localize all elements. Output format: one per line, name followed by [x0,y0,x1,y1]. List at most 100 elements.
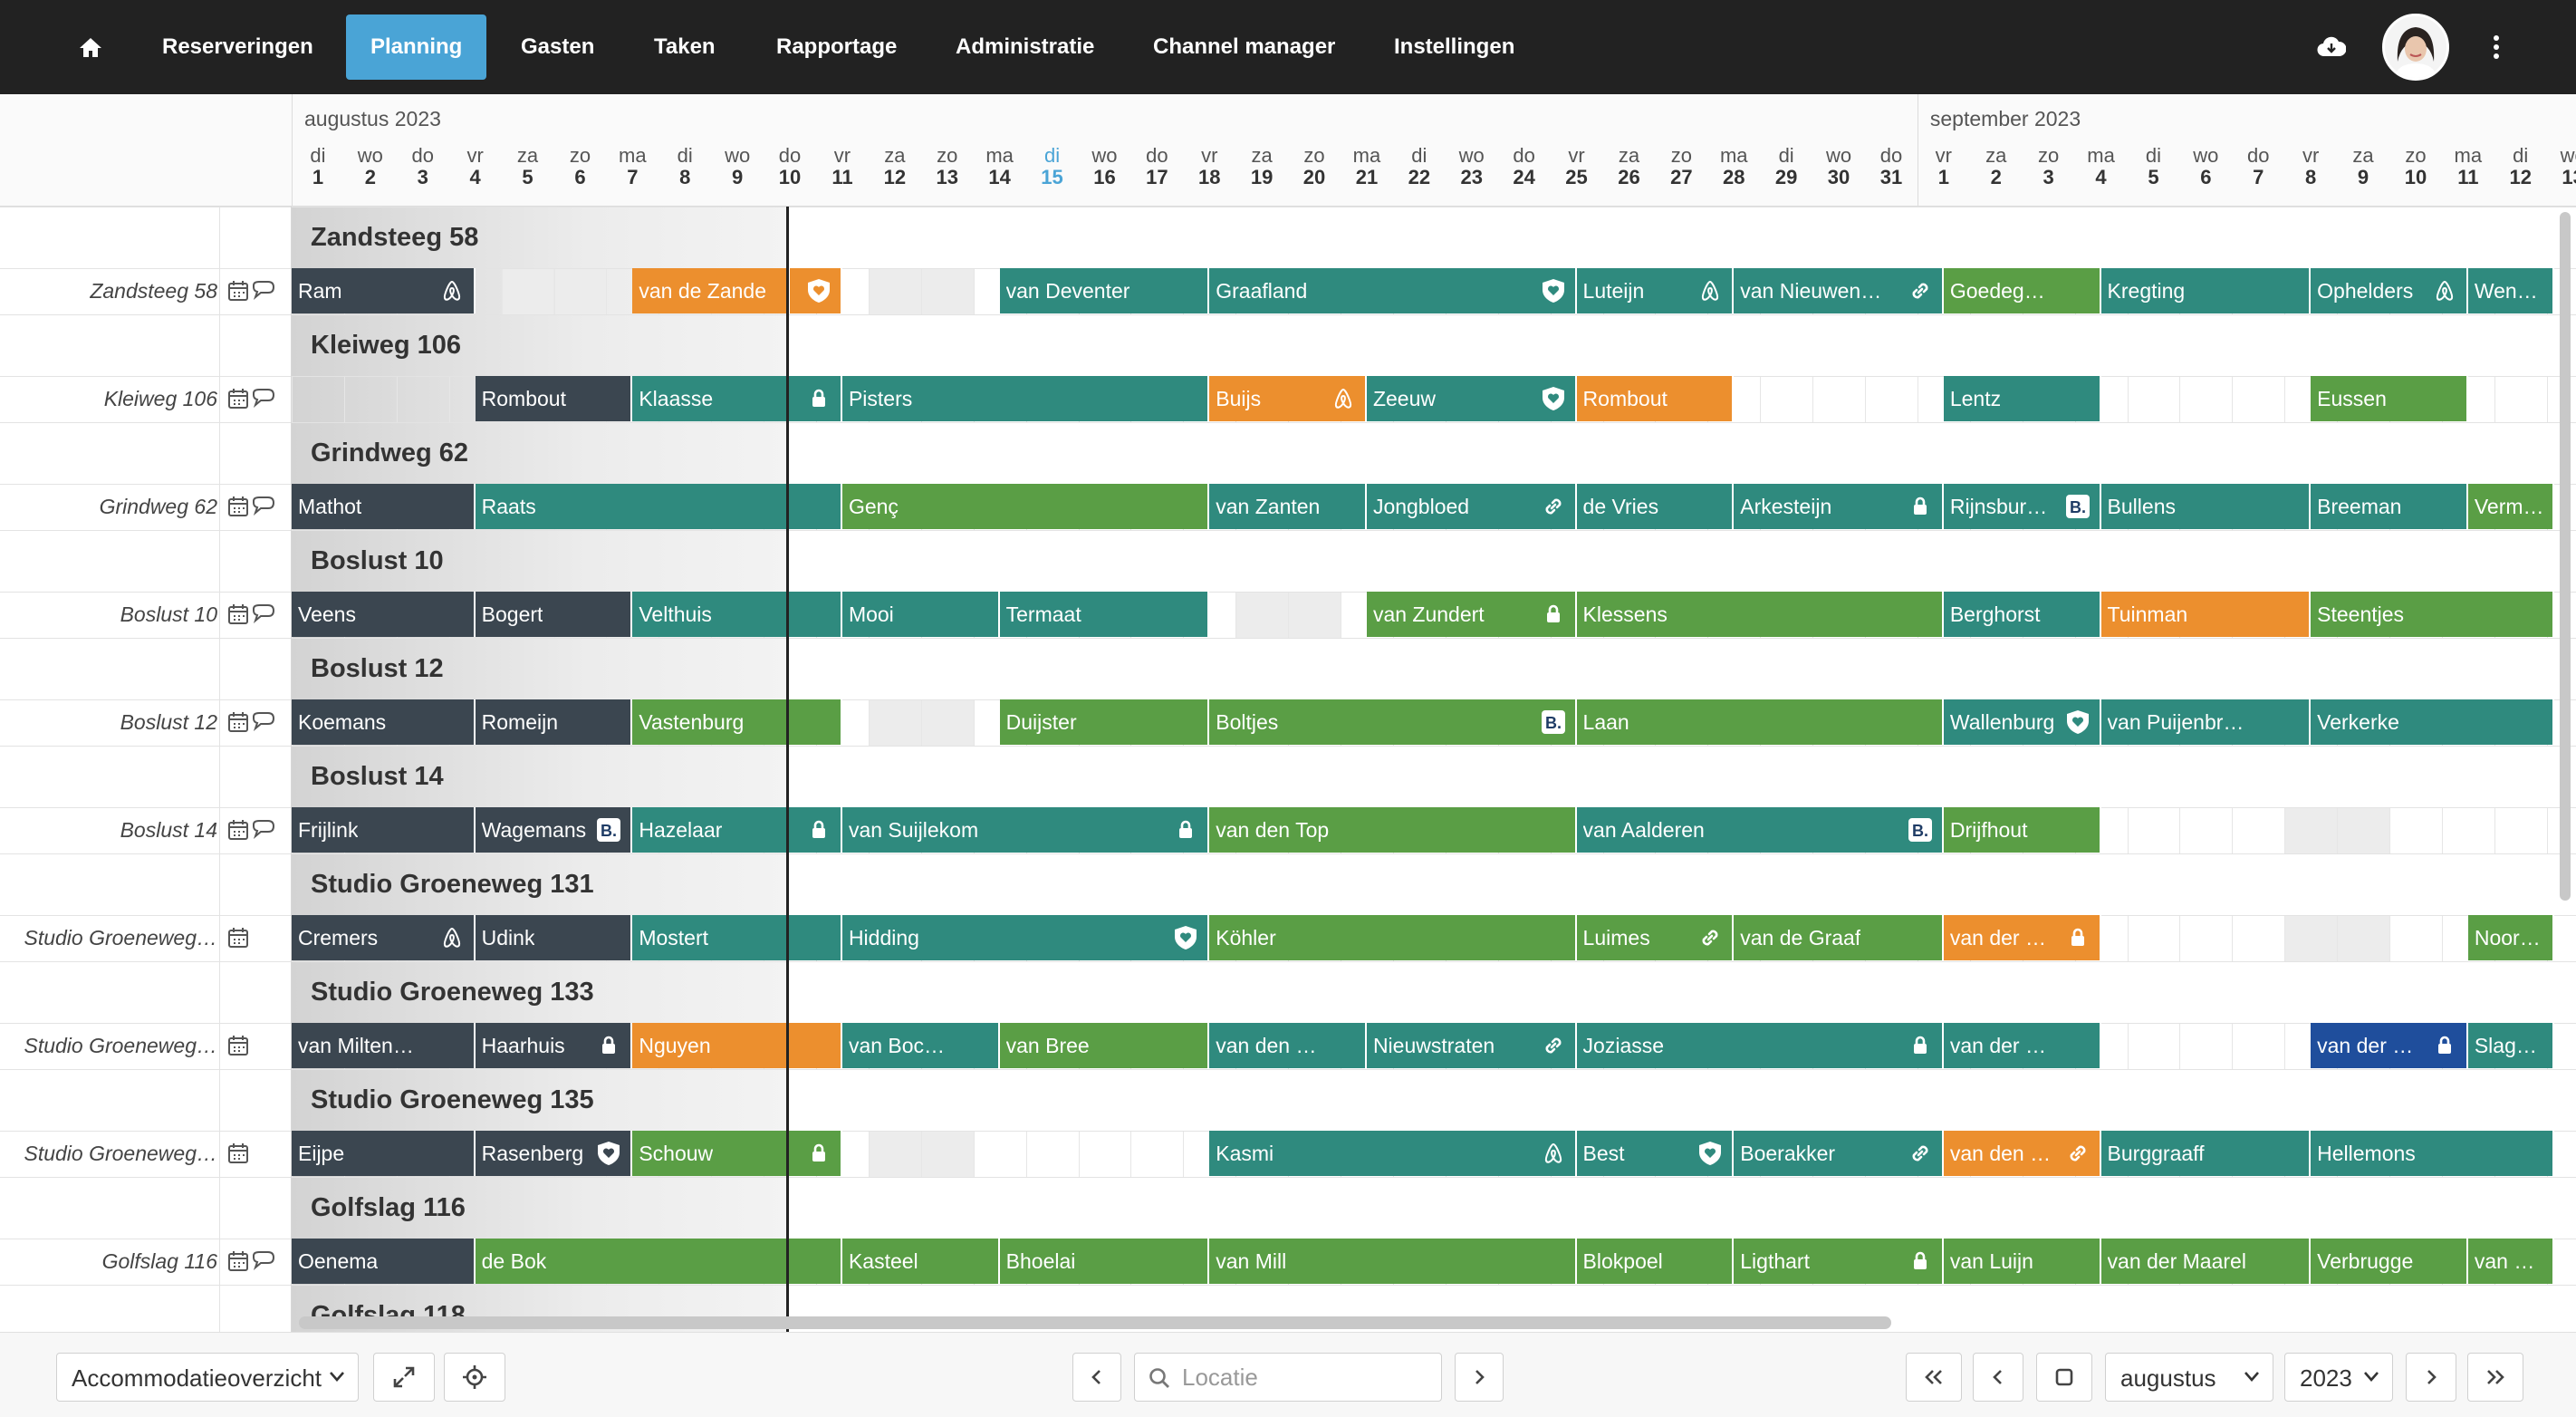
next-location-button[interactable] [1455,1353,1504,1402]
day-cell[interactable] [973,268,1026,314]
calendar-and-chat-icons[interactable] [226,601,281,628]
booking-bar[interactable]: Frijlink [292,807,476,853]
booking-bar[interactable]: Romeijn [475,699,633,745]
view-select[interactable]: Accommodatieoverzicht [56,1353,359,1402]
booking-bar[interactable]: van Zundert [1366,592,1577,637]
booking-bar[interactable]: van Deventer [999,268,1210,313]
day-cell[interactable] [2232,376,2284,422]
booking-bar[interactable]: Slagboom [2467,1023,2554,1068]
booking-bar[interactable]: Eijpe [292,1131,476,1176]
booking-bar[interactable]: Verbrugge [2311,1239,2468,1284]
booking-bar[interactable]: Rombout [475,376,633,421]
next-month-fast-button[interactable] [2467,1353,2523,1402]
day-cell[interactable] [2179,915,2232,961]
calendar-and-chat-icons[interactable] [226,277,281,304]
day-cell[interactable] [1130,1131,1183,1177]
home-icon[interactable] [63,20,118,74]
booking-bar[interactable]: Buijs [1209,376,1367,421]
booking-bar[interactable]: Oenema [292,1239,476,1284]
nav-item-planning[interactable]: Planning [346,14,487,80]
booking-bar[interactable]: Kasteel [841,1239,1000,1284]
booking-bar[interactable]: Joziasse [1576,1023,1944,1068]
day-cell[interactable] [973,1131,1026,1177]
calendar-icon[interactable] [226,1032,281,1059]
accommodation-unit-label[interactable]: Grindweg 62 [99,495,217,518]
month-select[interactable]: augustus [2105,1353,2273,1402]
booking-bar[interactable]: Luimes [1576,915,1735,960]
booking-bar[interactable]: van den Top [1209,807,1577,853]
booking-bar[interactable]: Blokpoel [1576,1239,1735,1284]
accommodation-unit-label[interactable]: Boslust 14 [120,818,217,842]
booking-bar[interactable]: Köhler [1209,915,1577,960]
day-cell[interactable] [2546,376,2576,422]
previous-location-button[interactable] [1072,1353,1121,1402]
day-cell[interactable] [2127,807,2180,853]
booking-bar[interactable]: Boltjes B. [1209,699,1577,745]
day-cell[interactable] [2389,915,2442,961]
booking-bar[interactable]: Vastenburg [632,699,842,745]
day-cell[interactable] [2546,807,2576,853]
day-cell[interactable] [2179,1023,2232,1069]
day-cell[interactable] [292,376,344,422]
booking-bar[interactable]: Termaat [999,592,1210,637]
cloud-download-icon[interactable] [2312,27,2351,67]
day-cell[interactable] [343,376,397,422]
booking-bar[interactable]: Klessens [1576,592,1944,637]
booking-bar[interactable]: Verkerke [2311,699,2554,745]
booking-bar[interactable]: Ophelders [2311,268,2468,313]
nav-item-taken[interactable]: Taken [654,34,716,59]
booking-bar[interactable]: Bullens [2100,484,2312,529]
accommodation-unit-label[interactable]: Zandsteeg 58 [90,279,217,303]
booking-bar[interactable]: Best [1576,1131,1735,1176]
vertical-scrollbar-thumb[interactable] [2560,212,2571,901]
location-search-input[interactable] [1182,1361,1418,1393]
booking-bar[interactable]: Ligthart [1734,1239,1944,1284]
day-cell[interactable] [1341,592,1393,638]
booking-bar[interactable]: Hazelaar [632,807,842,853]
locate-button[interactable] [444,1353,505,1402]
calendar-and-chat-icons[interactable] [226,385,281,412]
booking-bar[interactable]: Hidding [841,915,1210,960]
calendar-and-chat-icons[interactable] [226,816,281,843]
booking-bar[interactable]: Wagemans B. [475,807,633,853]
day-cell[interactable] [396,376,449,422]
day-cell[interactable] [448,376,502,422]
booking-bar[interactable]: Koemans [292,699,476,745]
booking-bar[interactable]: Burggraaff [2100,1131,2312,1176]
nav-item-channel-manager[interactable]: Channel manager [1153,34,1336,59]
booking-bar[interactable]: Luteijn [1576,268,1735,313]
booking-bar[interactable]: Wallenburg [1943,699,2101,745]
booking-bar[interactable]: van Suijlekom [841,807,1210,853]
year-select[interactable]: 2023 [2284,1353,2393,1402]
booking-bar[interactable]: van Bree [999,1023,1210,1068]
day-cell[interactable] [2127,376,2180,422]
nav-item-administratie[interactable]: Administratie [956,34,1095,59]
day-cell[interactable] [1812,376,1865,422]
booking-bar[interactable]: Boerakker [1734,1131,1944,1176]
day-cell[interactable] [2494,807,2547,853]
booking-bar[interactable]: Veens [292,592,476,637]
calendar-and-chat-icons[interactable] [226,493,281,520]
booking-bar[interactable]: Goedeg… [1943,268,2101,313]
booking-bar[interactable]: Graafland [1209,268,1577,313]
day-cell[interactable] [920,268,974,314]
day-cell[interactable] [501,268,554,314]
calendar-icon[interactable] [226,1140,281,1167]
booking-bar[interactable]: Schouw [632,1131,842,1176]
day-cell[interactable] [606,268,658,314]
booking-bar[interactable]: van Milten… [292,1023,476,1068]
booking-bar[interactable]: Rombout [1576,376,1735,421]
day-cell[interactable] [1235,592,1289,638]
accommodation-unit-label[interactable]: Boslust 10 [120,602,217,626]
booking-bar[interactable]: Velthuis [632,592,842,637]
calendar-icon[interactable] [226,924,281,951]
calendar-and-chat-icons[interactable] [226,1248,281,1275]
expand-button[interactable] [373,1353,435,1402]
calendar-and-chat-icons[interactable] [226,708,281,736]
accommodation-unit-label[interactable]: Studio Groeneweg… [24,1142,217,1165]
user-avatar[interactable] [2382,14,2449,81]
day-cell[interactable] [1917,376,1970,422]
accommodation-unit-label[interactable]: Kleiweg 106 [103,387,217,410]
booking-bar[interactable]: Udink [475,915,633,960]
booking-bar[interactable]: Pisters [841,376,1210,421]
